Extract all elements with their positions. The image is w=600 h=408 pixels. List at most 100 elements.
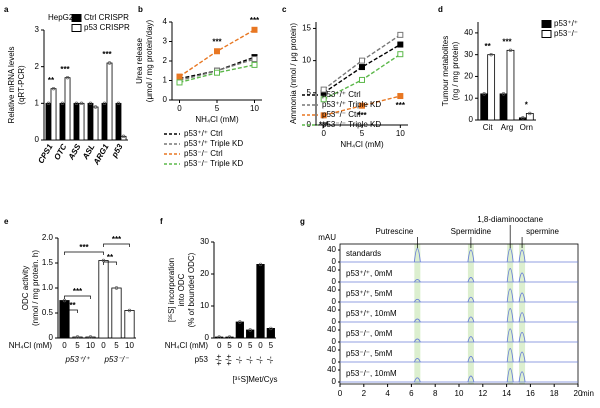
- series-line: [323, 43, 401, 94]
- peak: [506, 288, 514, 303]
- x-tick-label: CPS1: [36, 142, 55, 165]
- data-point: [65, 75, 70, 80]
- x-tick-label: 5: [215, 104, 220, 113]
- group-label: p53⁺/⁺: [64, 355, 90, 364]
- peak-name: spermine: [526, 227, 559, 236]
- annotation: ***: [73, 287, 83, 296]
- peak: [506, 348, 514, 363]
- legend-label: p53⁺/⁺ Triple KD: [184, 139, 243, 148]
- y-tick-label: 3: [163, 37, 168, 46]
- peak: [413, 318, 421, 323]
- marker: [397, 41, 404, 48]
- trace-label: p53⁻/⁻, 0mM: [346, 329, 393, 338]
- marker: [320, 86, 327, 93]
- annotation: ***: [250, 16, 260, 25]
- x-tick-label: 8: [433, 389, 438, 398]
- peak-band: [414, 244, 421, 384]
- y-tick-label: 20: [200, 269, 209, 278]
- legend-swatch: [541, 20, 552, 28]
- bar: [499, 93, 508, 121]
- x-tick-label: ASS: [66, 142, 83, 162]
- y-tick-label: 2.0: [42, 233, 54, 242]
- y-axis-label: Urea release: [135, 38, 144, 84]
- legend-label: p53⁺/⁺: [554, 19, 578, 28]
- bar: [525, 113, 534, 121]
- bar: [50, 88, 57, 141]
- x-tick-label: 18: [550, 389, 559, 398]
- y-tick-label: 2: [35, 62, 40, 71]
- data-point: [508, 48, 513, 53]
- x-tick-label: 0: [321, 129, 326, 138]
- trace-label: p53⁻/⁻, 10mM: [346, 369, 397, 378]
- bar: [64, 77, 71, 141]
- y-axis-label: ODC activity: [21, 266, 30, 310]
- y-axis-label: Ammonia (nmol / μg protein): [289, 23, 298, 124]
- bar: [266, 327, 275, 339]
- data-point: [269, 326, 273, 331]
- bar: [480, 93, 489, 121]
- bar: [59, 102, 66, 141]
- peak: [506, 268, 514, 283]
- marker: [320, 96, 327, 103]
- annotation: ***: [66, 301, 76, 310]
- x-tick-label: 0: [338, 389, 343, 398]
- data-point: [93, 105, 98, 109]
- peak: [413, 338, 421, 343]
- annotation: **: [485, 42, 492, 51]
- legend-label: p53 CRISPR: [84, 23, 130, 32]
- bar: [124, 310, 135, 339]
- y-tick-label: 1.0: [42, 283, 54, 292]
- x-tick-label: 10: [125, 341, 134, 350]
- peak: [518, 331, 526, 343]
- bar: [78, 102, 85, 141]
- legend-label: p53⁻/⁻ Triple KD: [322, 120, 381, 129]
- y-axis-label: Tumour metabolites: [441, 36, 450, 106]
- marker: [176, 79, 183, 86]
- x-axis-label: NH₄Cl (mM): [165, 341, 209, 350]
- data-point: [116, 101, 121, 106]
- y-axis-label: (% of bounded ODC): [187, 252, 196, 327]
- annotation: **: [107, 253, 114, 262]
- marker: [251, 56, 258, 63]
- y-axis-label: (nmol / mg protein. h): [31, 250, 40, 326]
- x-axis-label: NH₄Cl (mM): [9, 341, 53, 350]
- marker: [359, 57, 365, 64]
- x-tick-label-row2: -/-: [266, 356, 275, 364]
- x-axis-label: NH₄Cl (mM): [340, 140, 384, 149]
- y-tick-label: 1: [35, 98, 40, 107]
- y-tick-label: 2: [163, 56, 168, 65]
- y-tick-label: 10: [200, 301, 209, 310]
- data-point: [88, 335, 93, 339]
- bar: [45, 102, 52, 141]
- peak: [467, 336, 475, 343]
- y-tick-label: 1: [163, 76, 168, 85]
- x-tick-label: 0: [177, 104, 182, 113]
- x-tick-label: 5: [269, 341, 274, 350]
- data-point: [62, 298, 67, 303]
- y-tick-label: 0: [49, 333, 54, 342]
- data-point: [248, 328, 252, 332]
- y-tick-label: 0: [332, 357, 337, 366]
- x-tick-label: 5: [227, 341, 232, 350]
- x-tick-label: 5: [360, 129, 365, 138]
- bar: [518, 117, 527, 121]
- data-point: [521, 116, 525, 120]
- y-tick-label: 0: [332, 257, 337, 266]
- bar: [73, 102, 80, 141]
- data-point: [501, 92, 506, 96]
- bracket: [64, 251, 104, 255]
- panel-letter: c: [282, 5, 287, 14]
- x-tick-label: 14: [502, 389, 511, 398]
- y-tick-label: 40: [327, 285, 336, 294]
- annotation: ***: [319, 120, 329, 129]
- x-tick-label: 2: [362, 389, 367, 398]
- bar: [506, 49, 515, 121]
- legend-swatch: [71, 14, 82, 22]
- y-axis-label: (μmol / mg protein/day): [145, 19, 154, 102]
- x-footer: [³⁵S]Met/Cys: [232, 375, 277, 384]
- bar: [225, 336, 234, 339]
- marker: [359, 76, 365, 83]
- peak: [413, 298, 421, 303]
- annotation: ***: [396, 101, 406, 110]
- y-tick-label: 10: [302, 56, 311, 65]
